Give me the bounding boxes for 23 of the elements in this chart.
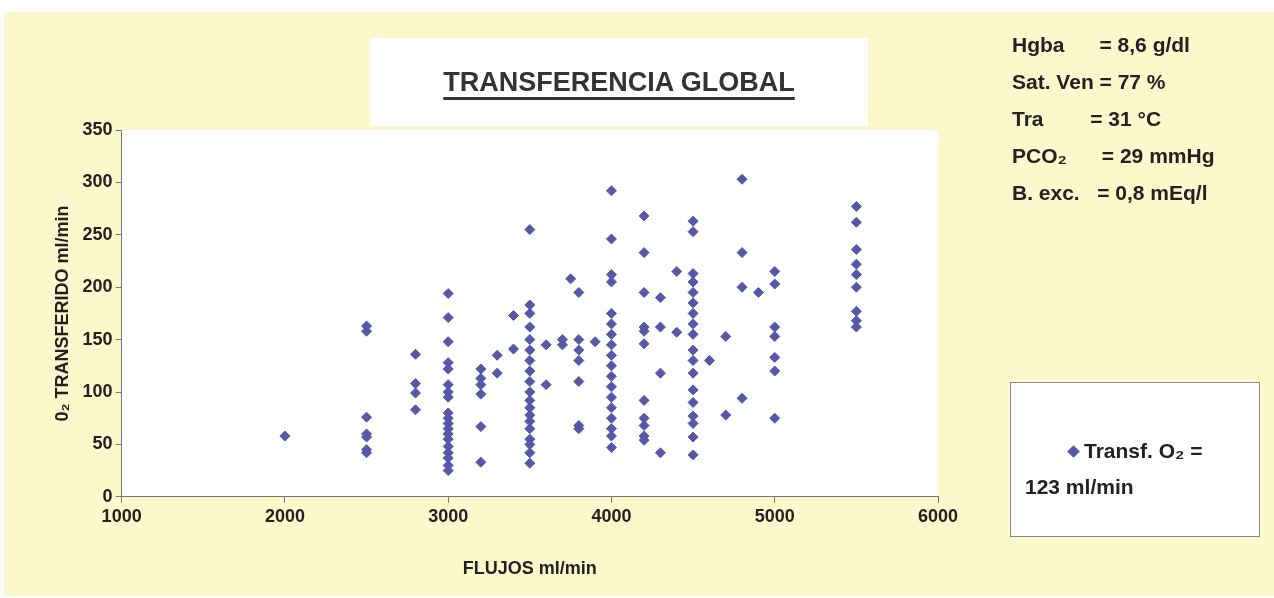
text: PCO₂ = 29 mmHg — [1012, 144, 1215, 167]
y-tick-label: 50 — [92, 433, 113, 454]
y-tick-label: 350 — [82, 118, 113, 139]
x-tick-label: 5000 — [754, 505, 795, 526]
y-tick-label: 0 — [102, 485, 113, 506]
text: Tra = 31 °C — [1012, 107, 1162, 130]
x-tick-label: 1000 — [101, 505, 142, 526]
y-tick-label: 250 — [82, 223, 113, 244]
x-tick-label: 4000 — [591, 505, 632, 526]
x-tick-label: 6000 — [917, 505, 959, 526]
y-tick-label: 200 — [82, 276, 113, 297]
x-axis-title: FLUJOS ml/min — [462, 558, 597, 579]
text: Sat. Ven = 77 % — [1012, 70, 1166, 93]
y-tick-label: 100 — [82, 380, 113, 401]
y-axis-title: 0₂ TRANSFERIDO ml/min — [51, 205, 72, 422]
text: B. exc. = 0,8 mEq/l — [1012, 181, 1208, 204]
text: Hgba = 8,6 g/dl — [1012, 33, 1190, 56]
x-tick-label: 2000 — [264, 505, 305, 526]
x-tick-label: 3000 — [428, 505, 469, 526]
y-tick-label: 300 — [82, 171, 113, 192]
y-tick-label: 150 — [82, 328, 113, 349]
legend-label: Transf. O₂ = 123 ml/min — [1010, 382, 1260, 537]
chart-title: TRANSFERENCIA GLOBAL — [370, 38, 868, 126]
